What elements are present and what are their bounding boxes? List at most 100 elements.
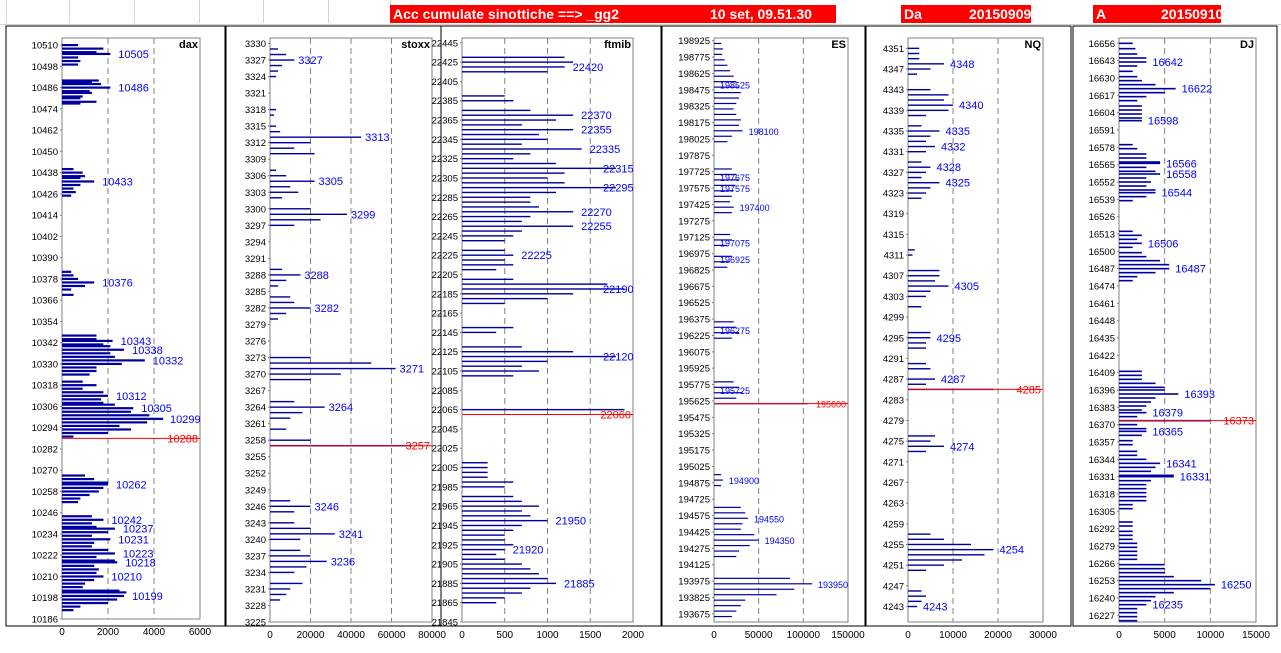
- y-tick-label: 10234: [32, 529, 58, 540]
- bar: [714, 179, 740, 181]
- bar: [462, 186, 616, 189]
- bar: [908, 342, 926, 344]
- bar: [908, 554, 985, 556]
- bar: [270, 400, 295, 403]
- bar: [62, 428, 131, 431]
- y-tick-label: 16227: [1089, 611, 1115, 622]
- data-label: 4332: [941, 142, 965, 154]
- y-tick-label: 197275: [678, 216, 710, 227]
- data-label: 4287: [941, 374, 965, 386]
- x-tick-label: 100000: [787, 630, 821, 641]
- bar: [714, 113, 737, 116]
- bar: [270, 588, 291, 590]
- header-cell: [263, 0, 329, 23]
- y-tick-label: 10222: [32, 551, 58, 562]
- y-tick-label: 198025: [678, 134, 710, 145]
- header-cell: [6, 0, 70, 23]
- bar: [62, 394, 108, 397]
- bar: [270, 505, 311, 508]
- bar: [62, 414, 150, 417]
- bar: [462, 225, 574, 227]
- y-tick-label: 21885: [432, 579, 458, 590]
- y-tick-label: 10438: [32, 168, 58, 179]
- bar: [1119, 534, 1133, 537]
- bar: [714, 528, 741, 530]
- data-label: 3271: [400, 364, 424, 376]
- bar: [1119, 374, 1142, 377]
- data-label: 16642: [1152, 57, 1183, 69]
- bar: [1119, 199, 1133, 202]
- x-tick-label: 0: [905, 630, 911, 641]
- bar: [62, 552, 115, 555]
- y-tick-label: 16383: [1089, 403, 1115, 414]
- y-tick-label: 197875: [678, 151, 710, 162]
- bar: [908, 88, 931, 91]
- bar: [1119, 550, 1138, 553]
- x-tick-label: 10000: [1196, 630, 1224, 641]
- bar: [908, 145, 935, 148]
- y-tick-label: 194875: [678, 478, 710, 489]
- bar: [62, 59, 81, 63]
- bar: [270, 285, 279, 287]
- y-tick-label: 3330: [245, 39, 266, 50]
- y-tick-label: 3240: [245, 535, 266, 546]
- header-cell: [199, 0, 264, 23]
- bar: [908, 368, 931, 370]
- bar: [1119, 466, 1156, 469]
- y-tick-label: 4327: [883, 168, 904, 179]
- bar: [1119, 99, 1138, 102]
- y-tick-label: 3246: [245, 502, 266, 513]
- data-label: 22255: [581, 221, 612, 233]
- bar: [714, 337, 732, 339]
- y-tick-label: 196075: [678, 347, 710, 358]
- y-tick-label: 16357: [1089, 438, 1115, 449]
- bar: [908, 538, 944, 541]
- bar: [62, 339, 113, 342]
- bar: [462, 259, 505, 261]
- bar: [1119, 603, 1147, 606]
- bar: [908, 533, 931, 535]
- y-tick-label: 4339: [883, 106, 904, 117]
- bar: [270, 362, 372, 364]
- bar: [462, 191, 557, 194]
- reference-label: 10288: [167, 433, 198, 445]
- bar: [462, 510, 522, 512]
- y-tick-label: 4315: [883, 230, 904, 241]
- bar: [714, 97, 740, 99]
- y-tick-label: 10330: [32, 359, 58, 370]
- data-label: 3246: [315, 501, 339, 513]
- bar: [714, 599, 746, 601]
- y-tick-label: 3294: [245, 237, 266, 248]
- data-label: 4295: [937, 333, 961, 345]
- y-tick-label: 22425: [432, 58, 458, 69]
- data-label: 22270: [581, 207, 612, 219]
- reference-label: 16373: [1223, 416, 1254, 428]
- bar: [908, 590, 922, 592]
- bar: [62, 293, 74, 296]
- y-tick-label: 21965: [432, 502, 458, 513]
- chart-dax: 0 2000 4000 6000 10510 10498 10486 10474 10462 10…: [5, 25, 226, 638]
- bar: [62, 288, 72, 291]
- plot-area: [61, 37, 201, 620]
- y-tick-label: 3315: [245, 122, 266, 133]
- bar: [714, 550, 740, 552]
- bar: [908, 104, 953, 106]
- chart-ftmib: 0 500 1000 1500 2000 22445 22425 22405 22385 2236…: [432, 25, 662, 641]
- bar: [714, 381, 734, 383]
- bar: [1119, 499, 1147, 502]
- bar: [270, 367, 396, 370]
- bar: [270, 301, 295, 304]
- bar: [908, 182, 940, 184]
- y-tick-label: 195925: [678, 364, 710, 375]
- bar: [462, 148, 582, 150]
- y-tick-label: 16409: [1089, 368, 1115, 379]
- bar: [270, 533, 335, 535]
- bar: [462, 215, 531, 218]
- bar: [1119, 615, 1138, 618]
- bar: [270, 511, 295, 513]
- bar: [1119, 525, 1133, 527]
- bar: [714, 201, 731, 203]
- bar: [908, 57, 920, 60]
- bar: [462, 119, 557, 121]
- bar: [62, 481, 108, 484]
